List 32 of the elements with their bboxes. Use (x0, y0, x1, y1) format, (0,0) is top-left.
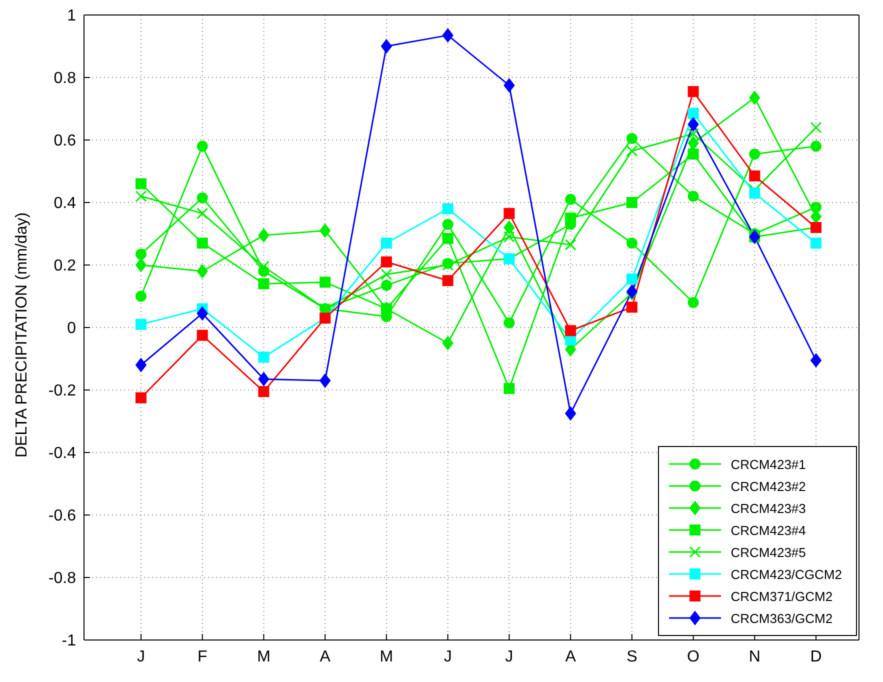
legend-label: CRCM423#1 (730, 456, 806, 472)
y-tick-label: 0 (67, 320, 76, 338)
y-tick-label: 0.4 (54, 195, 76, 212)
legend-label: CRCM423#4 (730, 522, 806, 538)
x-tick-label: A (565, 648, 576, 666)
x-tick-label: M (380, 648, 394, 666)
y-tick-label: -1 (62, 632, 76, 650)
y-tick-label: 0.8 (54, 70, 76, 88)
x-tick-label: S (626, 648, 638, 666)
y-tick-label: 0.2 (54, 258, 76, 275)
y-tick-label: 0.6 (54, 132, 76, 150)
y-tick-label: -0.6 (48, 508, 76, 525)
y-tick-label: 1 (67, 8, 76, 25)
x-tick-label: J (444, 648, 452, 666)
legend-label: CRCM371/GCM2 (730, 588, 833, 604)
y-tick-label: -0.2 (48, 382, 76, 400)
x-tick-label: J (505, 648, 514, 666)
legend-label: CRCM423/CGCM2 (730, 566, 842, 582)
x-tick-label: M (257, 648, 270, 666)
legend-label: CRCM423#3 (730, 500, 806, 516)
legend-label: CRCM363/GCM2 (730, 610, 833, 626)
legend-label: CRCM423#5 (730, 544, 806, 560)
x-tick-label: J (137, 648, 145, 666)
y-axis-title: DELTA PRECIPITATION (mm/day) (14, 212, 31, 458)
y-tick-label: -0.8 (48, 570, 76, 588)
legend-label: CRCM423#2 (730, 478, 806, 494)
x-tick-label: F (197, 648, 208, 666)
x-tick-label: N (748, 648, 760, 666)
x-tick-label: O (687, 648, 700, 666)
x-tick-label: A (320, 648, 331, 666)
x-tick-label: D (810, 648, 822, 666)
y-tick-label: -0.4 (48, 445, 76, 462)
